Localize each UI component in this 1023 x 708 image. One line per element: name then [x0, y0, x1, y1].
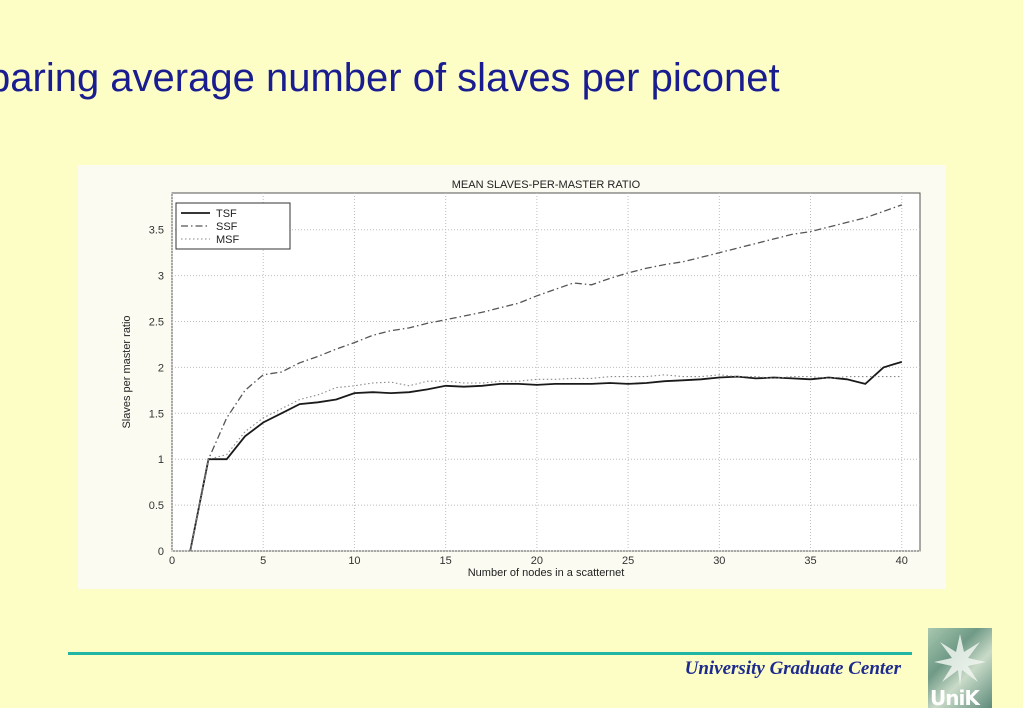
- x-tick-label: 35: [804, 555, 816, 567]
- footer-text: University Graduate Center: [684, 658, 901, 679]
- line-chart: 0 5 10 15 20 25 30 35 40 0 0.5 1 1.5 2 2.5 3 3.5 MEAN SL…: [121, 179, 921, 579]
- y-tick-label: 2.5: [149, 317, 164, 329]
- x-tick-label: 20: [531, 555, 543, 567]
- legend-label-ssf: SSF: [216, 221, 238, 233]
- x-tick-label: 30: [713, 555, 725, 567]
- slide-title: paring average number of slaves per pico…: [0, 56, 780, 100]
- x-axis-label: Number of nodes in a scatternet: [468, 567, 625, 579]
- x-tick-label: 40: [896, 555, 908, 567]
- legend-label-tsf: TSF: [216, 208, 237, 220]
- legend-label-msf: MSF: [216, 234, 240, 246]
- y-tick-label: 2: [158, 362, 164, 374]
- y-tick-label: 1.5: [149, 408, 164, 420]
- y-tick-label: 3: [158, 271, 164, 283]
- chart-panel: 0 5 10 15 20 25 30 35 40 0 0.5 1 1.5 2 2.5 3 3.5 MEAN SL…: [78, 165, 946, 589]
- x-tick-label: 15: [440, 555, 452, 567]
- y-axis-label: Slaves per master ratio: [121, 315, 133, 428]
- plot-area: [171, 192, 921, 552]
- logo-text: UniK: [930, 686, 980, 708]
- unik-logo: UniK: [928, 628, 992, 708]
- x-tick-label: 25: [622, 555, 634, 567]
- y-tick-label: 1: [158, 454, 164, 466]
- tick-labels: 0 5 10 15 20 25 30 35 40 0 0.5 1 1.5 2 2.5 3 3.5: [149, 225, 908, 567]
- x-tick-label: 5: [260, 555, 266, 567]
- logo-emblem-icon: [934, 634, 986, 686]
- x-tick-label: 0: [169, 555, 175, 567]
- y-tick-label: 3.5: [149, 225, 164, 237]
- y-tick-label: 0.5: [149, 500, 164, 512]
- x-tick-label: 10: [348, 555, 360, 567]
- legend-box: [175, 202, 291, 250]
- y-tick-label: 0: [158, 546, 164, 558]
- series-line-msf: [189, 374, 902, 552]
- footer-rule: [68, 652, 912, 655]
- chart-title: MEAN SLAVES-PER-MASTER RATIO: [452, 179, 641, 191]
- series-lines: [189, 204, 903, 552]
